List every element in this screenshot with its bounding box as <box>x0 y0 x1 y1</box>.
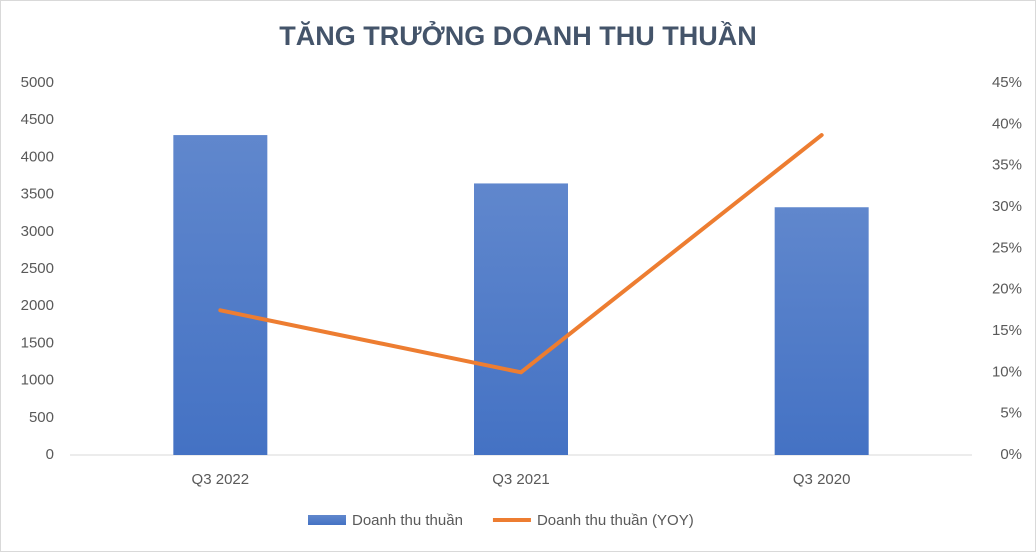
y2-tick-label: 30% <box>992 198 1022 215</box>
y-tick-label: 4000 <box>21 148 54 165</box>
y2-tick-label: 15% <box>992 322 1022 339</box>
y-tick-label: 3500 <box>21 186 54 203</box>
y-tick-label: 500 <box>29 409 54 426</box>
y2-tick-label: 10% <box>992 363 1022 380</box>
y2-tick-label: 25% <box>992 239 1022 256</box>
y-tick-label: 2500 <box>21 260 54 277</box>
y-tick-label: 2000 <box>21 297 54 314</box>
y2-tick-label: 40% <box>992 115 1022 132</box>
legend-label: Doanh thu thuần (YOY) <box>537 512 694 529</box>
y2-tick-label: 20% <box>992 281 1022 298</box>
legend-label: Doanh thu thuần <box>352 512 463 529</box>
x-tick-label: Q3 2022 <box>192 471 250 488</box>
y2-tick-label: 0% <box>1000 446 1022 463</box>
bar <box>474 183 568 455</box>
y2-tick-label: 35% <box>992 157 1022 174</box>
y-tick-label: 3000 <box>21 223 54 240</box>
y-tick-label: 0 <box>46 446 54 463</box>
chart-title: TĂNG TRƯỞNG DOANH THU THUẦN <box>279 19 756 51</box>
legend-swatch <box>308 515 346 525</box>
x-tick-label: Q3 2021 <box>492 471 550 488</box>
y-tick-label: 1000 <box>21 372 54 389</box>
line <box>218 133 824 375</box>
y-tick-label: 4500 <box>21 111 54 128</box>
y-tick-label: 5000 <box>21 74 54 91</box>
y2-tick-label: 45% <box>992 74 1022 91</box>
y2-tick-label: 5% <box>1000 405 1022 422</box>
bar <box>173 135 268 455</box>
y-tick-label: 1500 <box>21 334 54 351</box>
x-tick-label: Q3 2020 <box>793 471 851 488</box>
bar <box>774 207 869 455</box>
